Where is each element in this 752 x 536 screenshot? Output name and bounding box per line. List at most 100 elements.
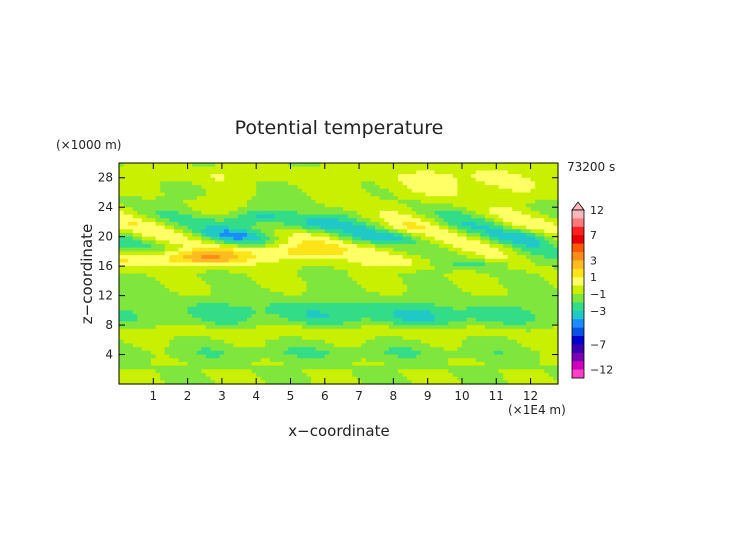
heatmap-cell (416, 236, 422, 241)
heatmap-cell (333, 262, 340, 267)
heatmap-cell (288, 332, 294, 337)
heatmap-cell (448, 192, 454, 197)
heatmap-cell (535, 210, 541, 216)
heatmap-cell (375, 266, 381, 271)
heatmap-cell (311, 225, 317, 230)
heatmap-cell (173, 229, 180, 234)
heatmap-cell (471, 317, 477, 322)
heatmap-cell (452, 210, 458, 216)
heatmap-cell (512, 218, 518, 223)
heatmap-cell (411, 196, 417, 201)
heatmap-cell (484, 328, 490, 334)
heatmap-cell (539, 221, 545, 227)
heatmap-cell (516, 251, 523, 256)
heatmap-cell (402, 214, 408, 219)
heatmap-cell (205, 244, 212, 249)
heatmap-cell (452, 166, 458, 171)
heatmap-cell (224, 229, 230, 234)
heatmap-cell (484, 299, 490, 304)
heatmap-cell (434, 343, 440, 348)
heatmap-cell (123, 299, 129, 304)
heatmap-cell (484, 192, 490, 197)
heatmap-cell (288, 247, 294, 252)
heatmap-cell (434, 199, 440, 205)
heatmap-cell (279, 251, 285, 256)
heatmap-cell (452, 177, 458, 183)
heatmap-cell (288, 339, 294, 345)
heatmap-cell (475, 266, 481, 271)
heatmap-cell (530, 192, 536, 197)
heatmap-cell (535, 192, 541, 197)
heatmap-cell (393, 170, 399, 175)
heatmap-cell (283, 302, 289, 308)
heatmap-cell (397, 232, 404, 238)
heatmap-cell (324, 196, 330, 201)
heatmap-cell (151, 174, 157, 179)
heatmap-cell (132, 306, 138, 311)
heatmap-cell (439, 302, 445, 308)
heatmap-cell (379, 291, 385, 297)
heatmap-cell (160, 203, 166, 208)
heatmap-cell (429, 317, 436, 322)
heatmap-cell (457, 192, 463, 197)
heatmap-cell (292, 284, 298, 289)
heatmap-cell (160, 196, 166, 201)
heatmap-cell (301, 288, 308, 293)
heatmap-cell (480, 244, 486, 249)
heatmap-cell (320, 317, 326, 322)
heatmap-cell (224, 321, 230, 326)
heatmap-cell (242, 310, 248, 315)
heatmap-cell (128, 343, 134, 348)
heatmap-cell (521, 244, 527, 249)
heatmap-cell (388, 255, 394, 260)
heatmap-cell (347, 336, 353, 341)
heatmap-cell (169, 284, 175, 289)
heatmap-cell (397, 210, 404, 216)
heatmap-cell (219, 188, 225, 194)
heatmap-cell (448, 317, 454, 322)
heatmap-cell (379, 302, 385, 308)
heatmap-cell (484, 203, 490, 208)
heatmap-cell (475, 277, 481, 282)
heatmap-cell (448, 163, 454, 168)
heatmap-cell (160, 280, 166, 286)
heatmap-cell (365, 299, 372, 304)
heatmap-cell (338, 277, 344, 282)
heatmap-cell (279, 163, 285, 168)
heatmap-cell (269, 192, 276, 197)
heatmap-cell (283, 258, 289, 264)
heatmap-cell (548, 302, 555, 308)
heatmap-cell (329, 247, 335, 252)
heatmap-cell (388, 247, 394, 252)
heatmap-cell (420, 258, 426, 264)
heatmap-cell (160, 321, 166, 326)
heatmap-cell (151, 350, 157, 356)
heatmap-cell (233, 185, 239, 190)
heatmap-cell (219, 199, 225, 205)
heatmap-cell (132, 196, 138, 201)
heatmap-cell (443, 229, 449, 234)
heatmap-cell (205, 321, 212, 326)
heatmap-cell (379, 343, 385, 348)
heatmap-cell (205, 255, 212, 260)
heatmap-cell (233, 295, 239, 300)
heatmap-cell (439, 310, 445, 315)
heatmap-cell (173, 291, 180, 297)
heatmap-cell (439, 314, 445, 319)
heatmap-cell (251, 188, 257, 194)
heatmap-cell (306, 277, 312, 282)
heatmap-cell (379, 317, 385, 322)
heatmap-cell (553, 163, 559, 168)
heatmap-cell (521, 321, 527, 326)
heatmap-cell (311, 166, 317, 171)
heatmap-cell (128, 207, 134, 212)
heatmap-cell (183, 196, 189, 201)
heatmap-cell (457, 221, 463, 227)
heatmap-cell (119, 291, 125, 297)
heatmap-cell (539, 266, 545, 271)
heatmap-cell (160, 244, 166, 249)
heatmap-cell (539, 295, 545, 300)
heatmap-cell (292, 310, 298, 315)
heatmap-cell (324, 185, 330, 190)
heatmap-cell (306, 185, 312, 190)
